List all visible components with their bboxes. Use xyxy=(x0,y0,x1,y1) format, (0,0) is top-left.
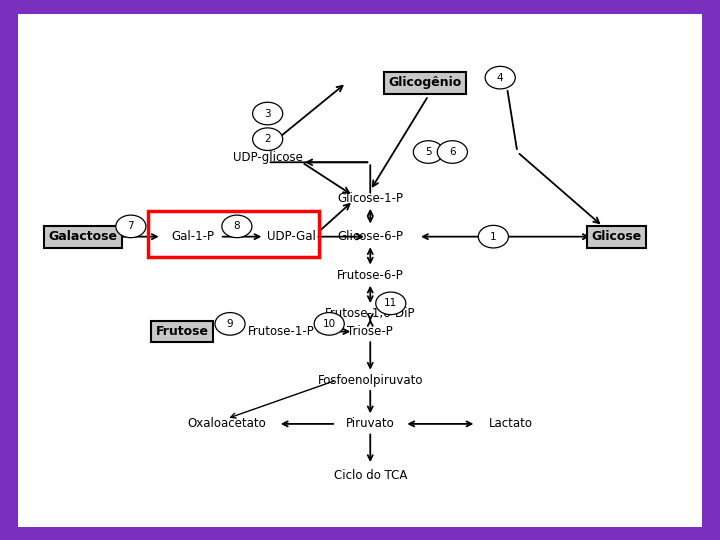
Text: Fosfoenolpiruvato: Fosfoenolpiruvato xyxy=(318,374,423,387)
Text: 6: 6 xyxy=(449,147,456,157)
Text: 4: 4 xyxy=(497,72,503,83)
Text: Frutose-1,6-DiP: Frutose-1,6-DiP xyxy=(325,307,415,320)
Circle shape xyxy=(116,215,146,238)
Text: Galactose: Galactose xyxy=(48,230,117,243)
Text: 3: 3 xyxy=(264,109,271,119)
Circle shape xyxy=(437,141,467,163)
Text: Oxaloacetato: Oxaloacetato xyxy=(187,417,266,430)
Text: UDP-Gal: UDP-Gal xyxy=(267,230,316,243)
Text: Glicogênio: Glicogênio xyxy=(388,76,462,89)
Text: 5: 5 xyxy=(425,147,432,157)
Text: Glicose: Glicose xyxy=(591,230,642,243)
Text: UDP-glicose: UDP-glicose xyxy=(233,151,302,164)
Circle shape xyxy=(485,66,516,89)
Text: 9: 9 xyxy=(227,319,233,329)
Circle shape xyxy=(413,141,444,163)
Text: Frutose-6-P: Frutose-6-P xyxy=(337,268,404,282)
Text: Glicose-1-P: Glicose-1-P xyxy=(337,192,403,205)
Text: 10: 10 xyxy=(323,319,336,329)
Text: Lactato: Lactato xyxy=(488,417,533,430)
Bar xyxy=(148,211,319,257)
Circle shape xyxy=(253,128,283,151)
Circle shape xyxy=(314,313,344,335)
Text: 11: 11 xyxy=(384,298,397,308)
Circle shape xyxy=(478,225,508,248)
Text: Piruvato: Piruvato xyxy=(346,417,395,430)
Text: Glicose-6-P: Glicose-6-P xyxy=(337,230,403,243)
Text: 7: 7 xyxy=(127,221,134,232)
Text: Ciclo do TCA: Ciclo do TCA xyxy=(333,469,407,482)
Text: 1: 1 xyxy=(490,232,497,242)
Text: Frutose-1-P: Frutose-1-P xyxy=(248,325,315,338)
Text: 8: 8 xyxy=(233,221,240,232)
Text: 2: 2 xyxy=(264,134,271,144)
Text: Triose-P: Triose-P xyxy=(347,325,393,338)
Circle shape xyxy=(253,102,283,125)
Circle shape xyxy=(376,292,406,315)
Circle shape xyxy=(222,215,252,238)
Text: Frutose: Frutose xyxy=(156,325,209,338)
Circle shape xyxy=(215,313,245,335)
Text: Gal-1-P: Gal-1-P xyxy=(171,230,214,243)
